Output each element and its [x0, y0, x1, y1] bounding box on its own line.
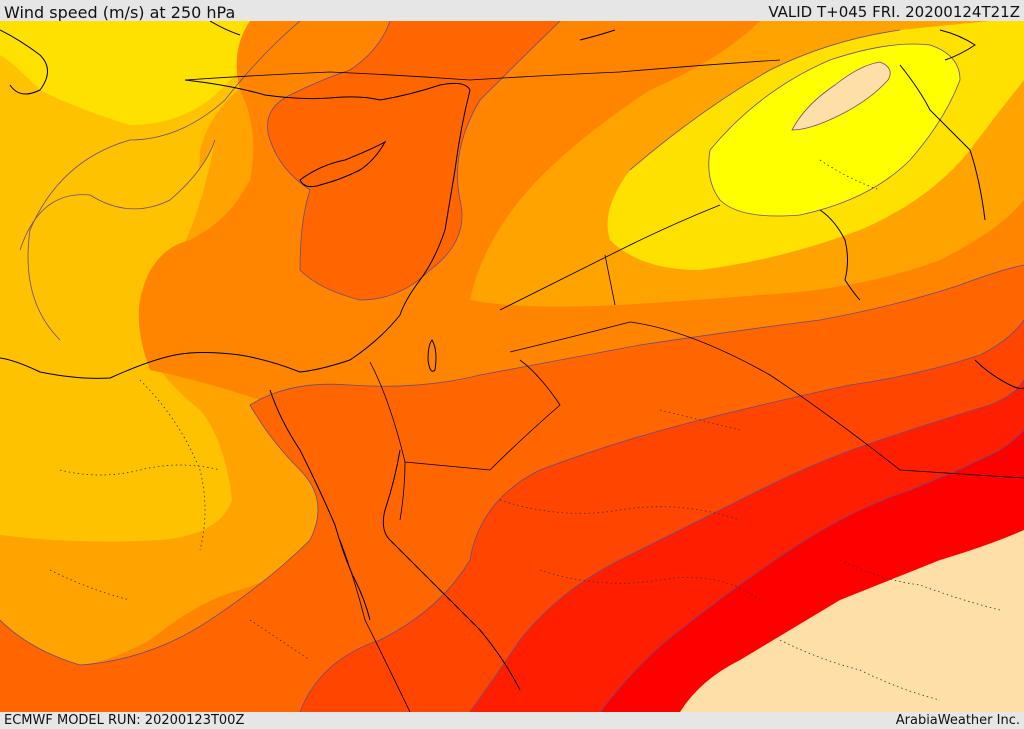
model-run-label: ECMWF MODEL RUN: 20200123T00Z [4, 713, 245, 728]
chart-title: Wind speed (m/s) at 250 hPa [4, 3, 236, 22]
wind-speed-map[interactable] [0, 21, 1024, 712]
footer-bar: ECMWF MODEL RUN: 20200123T00Z ArabiaWeat… [0, 712, 1024, 729]
band-pocket-west [20, 140, 232, 525]
band-deep-orange [267, 21, 560, 300]
credit-label: ArabiaWeather Inc. [895, 713, 1020, 728]
borders [184, 59, 1024, 712]
valid-time-label: VALID T+045 FRI. 20200124T21Z [768, 3, 1020, 21]
band-se-tan [680, 530, 1024, 712]
band-ne-core [792, 62, 891, 130]
coastlines [0, 21, 1024, 691]
title-bar: Wind speed (m/s) at 250 hPa VALID T+045 … [0, 0, 1024, 22]
band-ne-yellow [708, 44, 960, 216]
contour-lines [0, 21, 1024, 712]
internal-boundaries [49, 159, 1001, 701]
band-nw-light [0, 21, 300, 125]
